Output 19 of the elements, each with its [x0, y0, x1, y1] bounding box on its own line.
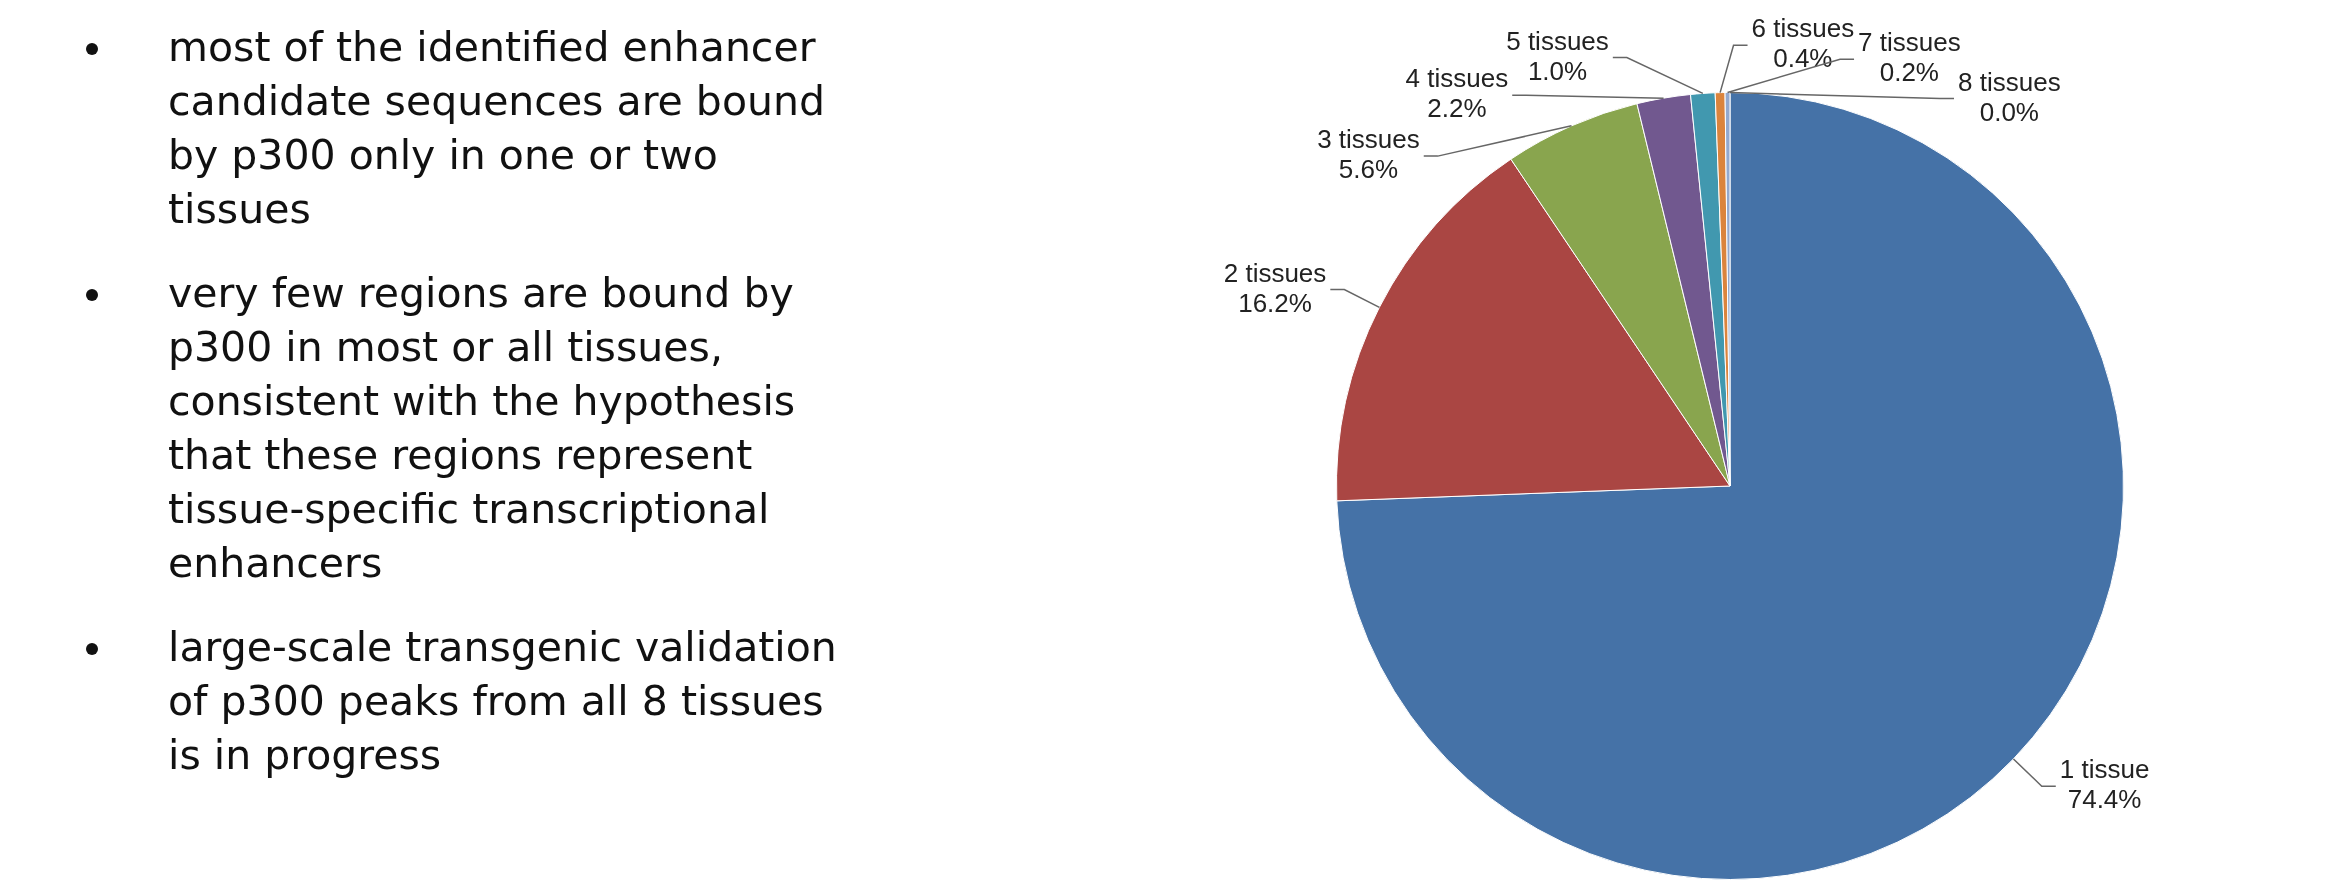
- slice-label: 3 tissues: [1317, 124, 1420, 155]
- data-label: 5.6%: [1338, 154, 1399, 185]
- slice-label: 7 tissues: [1858, 27, 1961, 58]
- text: most of the identified enhancer candidate sequences are bound by p300 only in one or two tissues: [168, 23, 825, 233]
- slice-label: 1 tissue: [2059, 754, 2150, 785]
- data-label: 0.2%: [1879, 57, 1939, 88]
- category-label: 8 tissues: [1958, 66, 2061, 97]
- data-label: 1.0%: [1527, 55, 1588, 86]
- slice-label: 4 tissues: [1405, 63, 1509, 94]
- text: 0.0%: [1979, 96, 2039, 127]
- data-label: 74.4%: [2067, 784, 2142, 815]
- text: large-scale transgenic validation of p300 peaks from all 8 tissues is in progress: [168, 623, 837, 779]
- slice-label: 5 tissues: [1506, 25, 1609, 56]
- slice-label: 2 tissues: [1223, 257, 1327, 288]
- slice-label: 6 tissues: [1751, 13, 1855, 44]
- data-label: 2.2%: [1427, 93, 1487, 124]
- text: very few regions are bound by p300 in most or all tissues, consistent with the hypothesis that these regions represent tissue-specific transcriptional enhancers: [168, 269, 796, 587]
- data-label: 0.4%: [1773, 43, 1833, 74]
- data-label: 16.2%: [1238, 287, 1312, 318]
